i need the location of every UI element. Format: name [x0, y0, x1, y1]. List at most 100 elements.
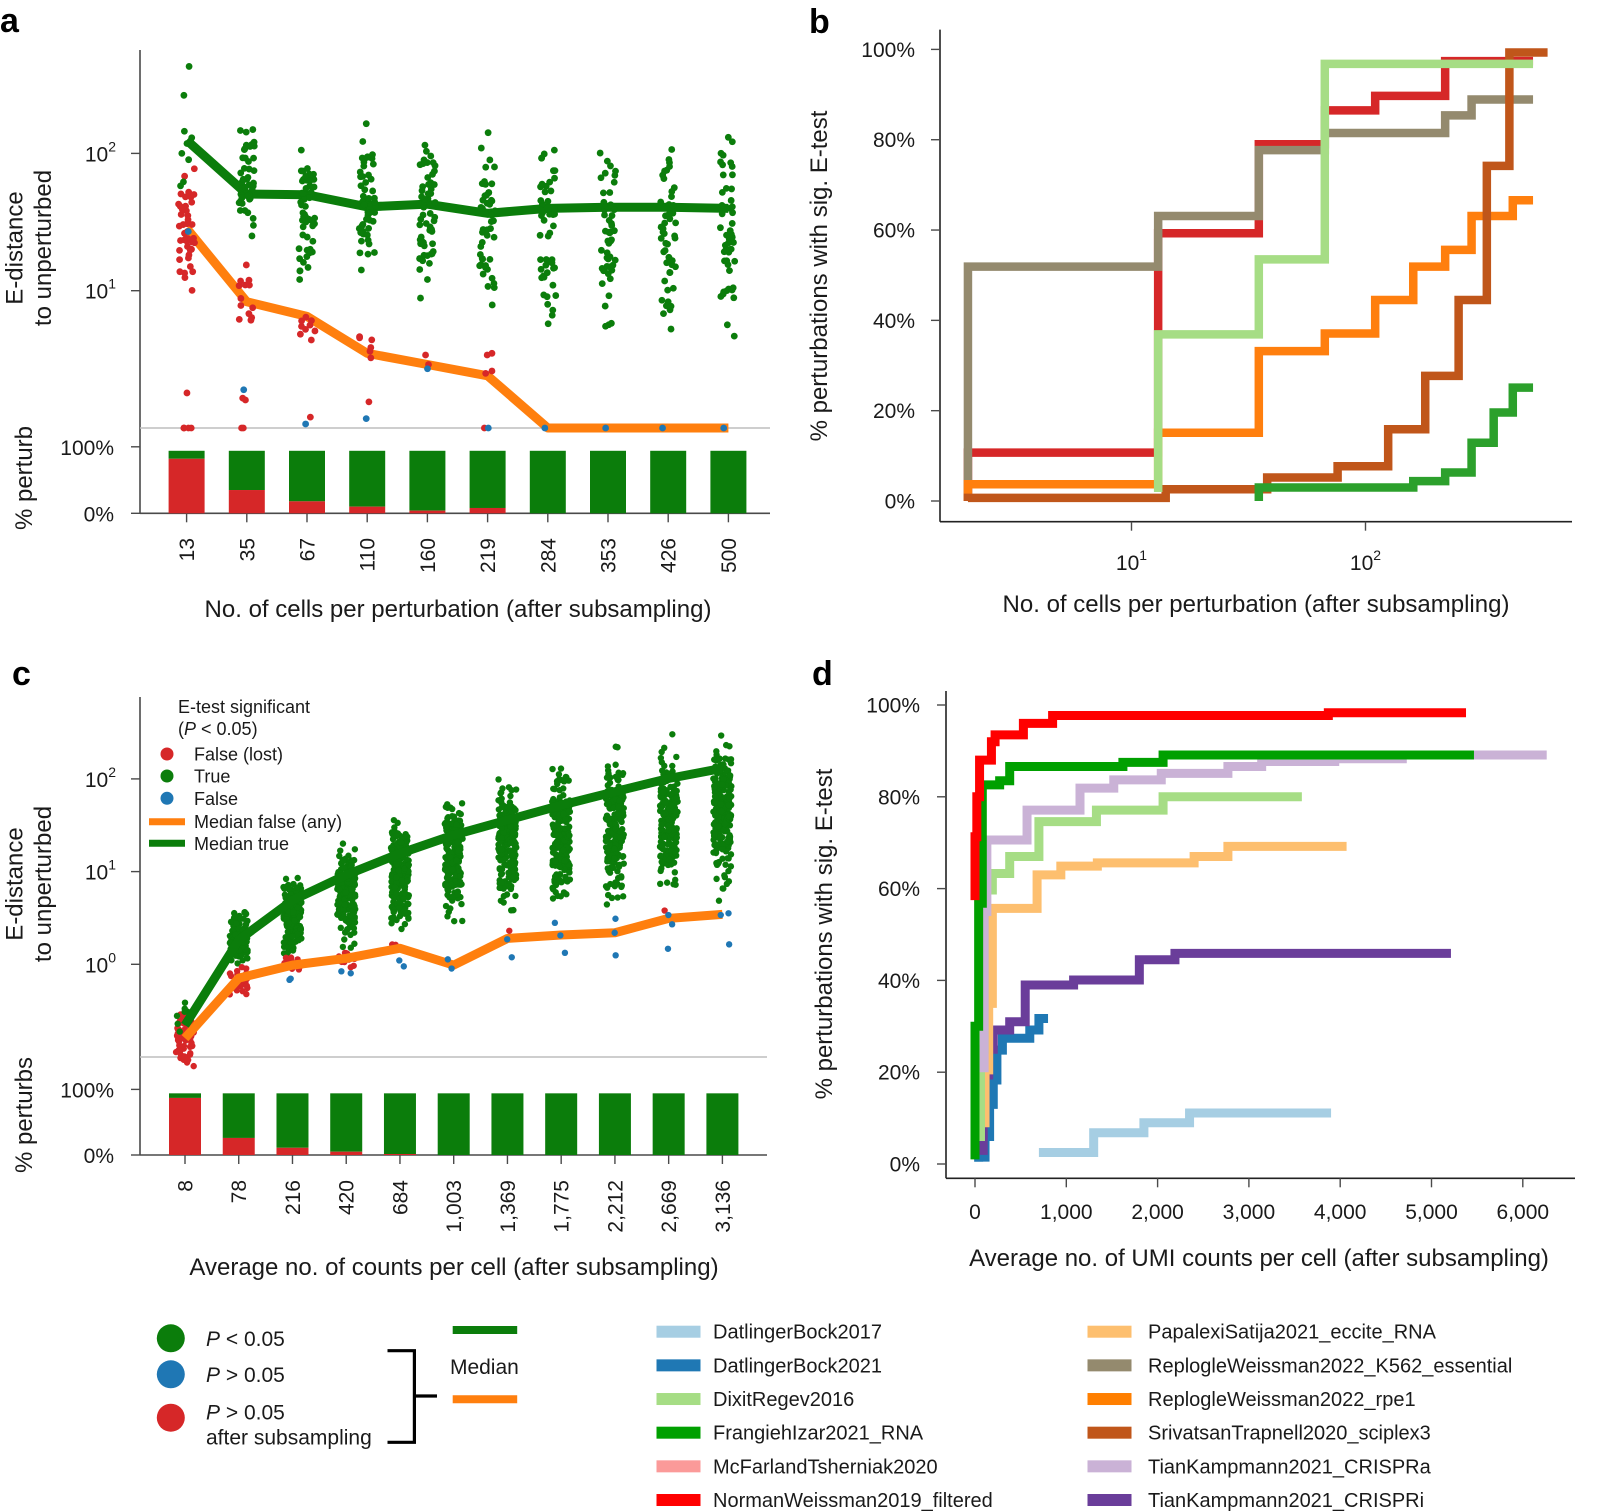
point-true — [556, 870, 564, 878]
point-true — [560, 810, 567, 818]
point-true — [391, 883, 399, 891]
bar-segment-significant — [349, 450, 386, 507]
point-true — [299, 216, 306, 224]
point-lost — [296, 330, 304, 338]
point-true — [488, 180, 496, 188]
legend-label: NormanWeissman2019_filtered — [713, 1490, 993, 1512]
point-true — [509, 829, 517, 836]
point-true — [543, 269, 551, 277]
point-lost — [367, 354, 375, 362]
point-true — [661, 167, 668, 175]
bar-y-tick-label: 100% — [60, 437, 114, 460]
point-true — [496, 884, 503, 892]
bar-segment-lost — [276, 1147, 309, 1155]
y-tick-label: 100% — [866, 695, 920, 718]
point-true — [596, 149, 604, 157]
point-lost — [188, 221, 196, 228]
legend-label: ReplogleWeissman2022_K562_essential — [1148, 1355, 1512, 1377]
point-true — [721, 872, 728, 879]
point-true — [619, 809, 627, 817]
point-true — [181, 999, 189, 1006]
panel-d-x-axis-title: Average no. of UMI counts per cell (afte… — [969, 1245, 1549, 1272]
series-line-frangiehizar2021-rna — [970, 750, 1474, 1160]
panel-b-plot-area: 0%20%40%60%80%100%101 102 — [861, 29, 1572, 575]
point-true — [348, 886, 355, 893]
point-false — [612, 915, 619, 922]
point-true — [371, 198, 379, 206]
point-true — [506, 802, 514, 810]
point-true — [718, 210, 726, 218]
point-true — [563, 891, 570, 898]
legend-swatch — [1087, 1325, 1132, 1338]
point-lost — [176, 268, 184, 276]
point-true — [497, 797, 504, 804]
point-true — [661, 277, 669, 285]
point-true — [391, 824, 398, 831]
point-true — [598, 246, 605, 254]
dataset-legend: DatlingerBock2017 DatlingerBock2021 DixitR… — [656, 1322, 1512, 1512]
point-true — [242, 910, 250, 918]
point-true — [659, 789, 667, 796]
point-true — [608, 222, 616, 229]
x-tick-base: 10 — [1350, 552, 1373, 575]
x-tick-label: 102 — [1350, 547, 1381, 575]
point-true — [544, 320, 552, 328]
point-true — [454, 839, 462, 846]
legend-label: TianKampmann2021_CRISPRi — [1148, 1490, 1424, 1512]
y-tick-label: 20% — [878, 1062, 920, 1085]
point-true — [722, 861, 729, 868]
point-true — [176, 1028, 183, 1035]
point-true — [244, 192, 252, 200]
point-true — [657, 804, 665, 811]
point-true — [442, 867, 450, 874]
bar-segment-significant — [437, 1093, 470, 1155]
x-tick-label: 216 — [282, 1180, 305, 1215]
point-lost — [243, 990, 250, 998]
point-true — [459, 917, 466, 925]
point-true — [544, 300, 552, 308]
point-true — [358, 237, 365, 245]
bar-segment-lost — [469, 507, 506, 514]
point-true — [602, 322, 609, 330]
point-true — [294, 930, 301, 938]
point-true — [551, 167, 559, 175]
point-true — [300, 258, 307, 266]
point-lost — [302, 325, 309, 333]
point-true — [673, 787, 680, 795]
point-true — [289, 947, 297, 954]
point-true — [484, 283, 492, 290]
point-true — [618, 883, 625, 891]
point-true — [717, 833, 724, 840]
point-true — [612, 167, 619, 175]
point-true — [427, 190, 435, 198]
point-true — [424, 174, 432, 181]
point-true — [227, 918, 235, 926]
x-tick-label: 110 — [357, 538, 380, 571]
point-true — [458, 900, 465, 908]
point-true — [550, 264, 557, 272]
point-true — [721, 820, 729, 828]
point-lost — [185, 254, 192, 262]
point-true — [538, 212, 545, 219]
point-true — [728, 138, 736, 146]
point-true — [724, 855, 731, 862]
point-lost — [180, 1042, 188, 1050]
point-false — [611, 929, 618, 936]
point-true — [241, 207, 249, 214]
point-true — [670, 842, 678, 850]
point-true — [669, 284, 677, 292]
point-true — [479, 270, 487, 278]
point-true — [297, 146, 305, 154]
point-true — [512, 822, 519, 830]
point-true — [360, 201, 368, 209]
point-true — [725, 867, 732, 875]
point-true — [363, 154, 371, 161]
point-true — [604, 782, 612, 789]
point-true — [719, 781, 726, 788]
point-true — [710, 775, 717, 782]
point-true — [731, 257, 739, 265]
bar-segment-significant — [222, 1093, 255, 1138]
point-true — [351, 902, 358, 910]
point-true — [603, 835, 610, 842]
point-true — [711, 793, 719, 800]
